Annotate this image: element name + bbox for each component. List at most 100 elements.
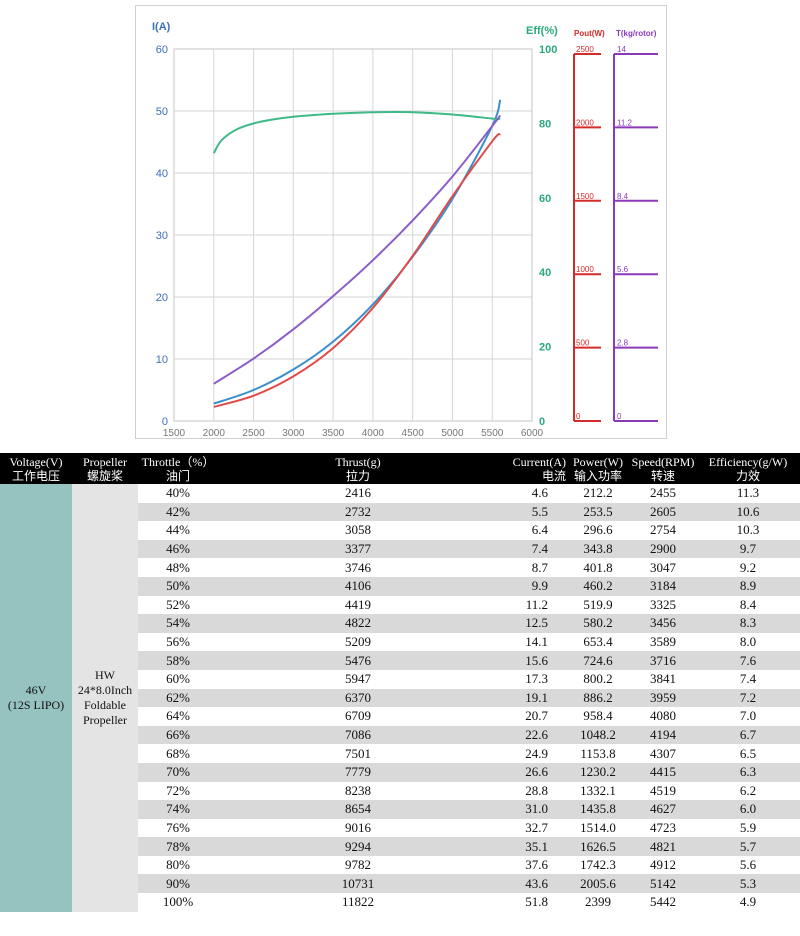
efficiency-cell: 6.0 xyxy=(696,800,800,819)
speed-cell: 4307 xyxy=(650,745,676,761)
current-cell: 24.9 xyxy=(525,745,548,761)
power-cell: 886.2 xyxy=(566,688,630,708)
column-header: Thrust(g) 拉力 xyxy=(218,453,498,484)
power-cell: 1514.0 xyxy=(580,819,616,835)
throttle-cell: 66% xyxy=(138,725,218,745)
throttle-cell: 60% xyxy=(166,671,190,687)
efficiency-cell: 11.3 xyxy=(736,485,760,501)
plot-border xyxy=(173,48,533,422)
thrust-cell: 9016 xyxy=(345,819,371,835)
power-cell: 2399 xyxy=(585,894,611,910)
series-line-thrust xyxy=(213,114,502,385)
throttle-cell: 56% xyxy=(166,634,190,650)
efficiency-cell: 6.3 xyxy=(696,762,800,782)
thrust-cell: 4419 xyxy=(345,596,371,612)
table-row: 62% 6370 19.1 886.2 3959 7.2 xyxy=(0,688,800,708)
thrust-tick-label: 14 xyxy=(617,45,626,54)
left-axis-title: I(A) xyxy=(152,21,171,33)
throttle-cell: 52% xyxy=(166,596,190,612)
table-row: 70% 7779 26.6 1230.2 4415 6.3 xyxy=(0,762,800,782)
table-row: 90% 10731 43.6 2005.6 5142 5.3 xyxy=(0,874,800,894)
thrust-cell: 11822 xyxy=(341,894,375,910)
power-cell: 1435.8 xyxy=(566,800,630,819)
thrust-cell: 9782 xyxy=(345,857,371,873)
table-row: 80% 9782 37.6 1742.3 4912 5.6 xyxy=(0,856,800,875)
table-row: 76% 9016 32.7 1514.0 4723 5.9 xyxy=(0,819,800,838)
right-tick-label: 60 xyxy=(539,193,551,205)
thrust-cell: 5209 xyxy=(345,634,371,650)
power-cell: 1332.1 xyxy=(580,782,616,798)
x-tick-label: 4500 xyxy=(402,428,425,438)
right-tick-label: 20 xyxy=(539,342,551,354)
power-cell: 1048.2 xyxy=(566,725,630,745)
left-tick-label: 40 xyxy=(156,168,168,180)
throttle-cell: 90% xyxy=(138,874,218,894)
current-cell: 14.1 xyxy=(525,634,548,650)
efficiency-cell: 9.7 xyxy=(696,539,800,559)
current-cell: 11.2 xyxy=(525,596,548,612)
thrust-cell: 5476 xyxy=(218,651,498,670)
chart-frame: 1500 2000 2500 3000 3500 4000 4500 5000 5500 6000… xyxy=(135,5,667,439)
efficiency-cell: 7.0 xyxy=(739,708,757,724)
thrust-cell: 3746 xyxy=(345,559,371,575)
thrust-cell: 7779 xyxy=(218,762,498,782)
current-cell: 37.6 xyxy=(525,857,548,873)
efficiency-cell: 6.5 xyxy=(739,745,757,761)
throttle-cell: 64% xyxy=(166,708,190,724)
speed-cell: 4415 xyxy=(630,762,696,782)
thrust-tick-label: 11.2 xyxy=(617,118,633,127)
table-row: 44% 3058 6.4 296.6 2754 10.3 xyxy=(0,521,800,540)
right-tick-label: 80 xyxy=(539,118,551,130)
column-header: Voltage(V) 工作电压 xyxy=(0,453,72,484)
left-tick-label: 50 xyxy=(156,106,168,118)
power-cell: 580.2 xyxy=(566,614,630,633)
throttle-cell: 42% xyxy=(138,502,218,522)
table-row: 72% 8238 28.8 1332.1 4519 6.2 xyxy=(0,782,800,801)
table-row: 68% 7501 24.9 1153.8 4307 6.5 xyxy=(0,744,800,763)
column-header: Efficiency(g/W) 力效 xyxy=(696,453,800,484)
table-row: 42% 2732 5.5 253.5 2605 10.6 xyxy=(0,502,800,522)
pout-tick-label: 0 xyxy=(576,412,581,421)
throttle-cell: 70% xyxy=(138,762,218,782)
speed-cell: 3589 xyxy=(650,634,676,650)
thrust-cell: 3058 xyxy=(345,522,371,538)
series-line-power_out xyxy=(213,132,501,408)
thrust-cell: 7086 xyxy=(218,725,498,745)
current-cell: 35.1 xyxy=(498,837,566,856)
power-cell: 1742.3 xyxy=(580,857,616,873)
speed-cell: 5442 xyxy=(650,894,676,910)
table-row: 52% 4419 11.2 519.9 3325 8.4 xyxy=(0,596,800,615)
thrust-cell: 7501 xyxy=(345,745,371,761)
x-tick-label: 2500 xyxy=(242,428,265,438)
current-cell: 17.3 xyxy=(525,671,548,687)
speed-cell: 3716 xyxy=(630,651,696,670)
speed-cell: 2754 xyxy=(650,522,676,538)
column-header: Power(W) 输入功率 xyxy=(566,453,630,484)
x-tick-label: 5500 xyxy=(481,428,504,438)
throttle-cell: 80% xyxy=(166,857,190,873)
speed-cell: 4194 xyxy=(630,725,696,745)
power-cell: 724.6 xyxy=(566,651,630,670)
current-cell: 6.4 xyxy=(531,522,548,538)
power-cell: 800.2 xyxy=(583,671,613,687)
table-row: 46V (12S LIPO) HW 24*8.0Inch Foldable Propell… xyxy=(0,484,800,912)
pout-tick-label: 1000 xyxy=(576,265,594,274)
throttle-cell: 40% xyxy=(166,485,190,501)
throttle-cell: 54% xyxy=(138,614,218,633)
power-cell: 1230.2 xyxy=(566,762,630,782)
x-tick-label: 3000 xyxy=(282,428,305,438)
speed-cell: 4627 xyxy=(630,800,696,819)
speed-cell: 2455 xyxy=(650,485,676,501)
efficiency-cell: 7.4 xyxy=(739,671,757,687)
power-cell: 296.6 xyxy=(583,522,613,538)
current-cell: 4.6 xyxy=(531,485,548,501)
efficiency-cell: 10.6 xyxy=(696,502,800,522)
throttle-cell: 48% xyxy=(166,559,190,575)
power-cell: 1626.5 xyxy=(566,837,630,856)
right-tick-label: 0 xyxy=(539,416,545,428)
power-cell: 519.9 xyxy=(583,596,613,612)
table-row: 74% 8654 31.0 1435.8 4627 6.0 xyxy=(0,800,800,819)
efficiency-cell: 6.2 xyxy=(739,782,757,798)
thrust-cell: 6709 xyxy=(345,708,371,724)
power-cell: 253.5 xyxy=(566,502,630,522)
